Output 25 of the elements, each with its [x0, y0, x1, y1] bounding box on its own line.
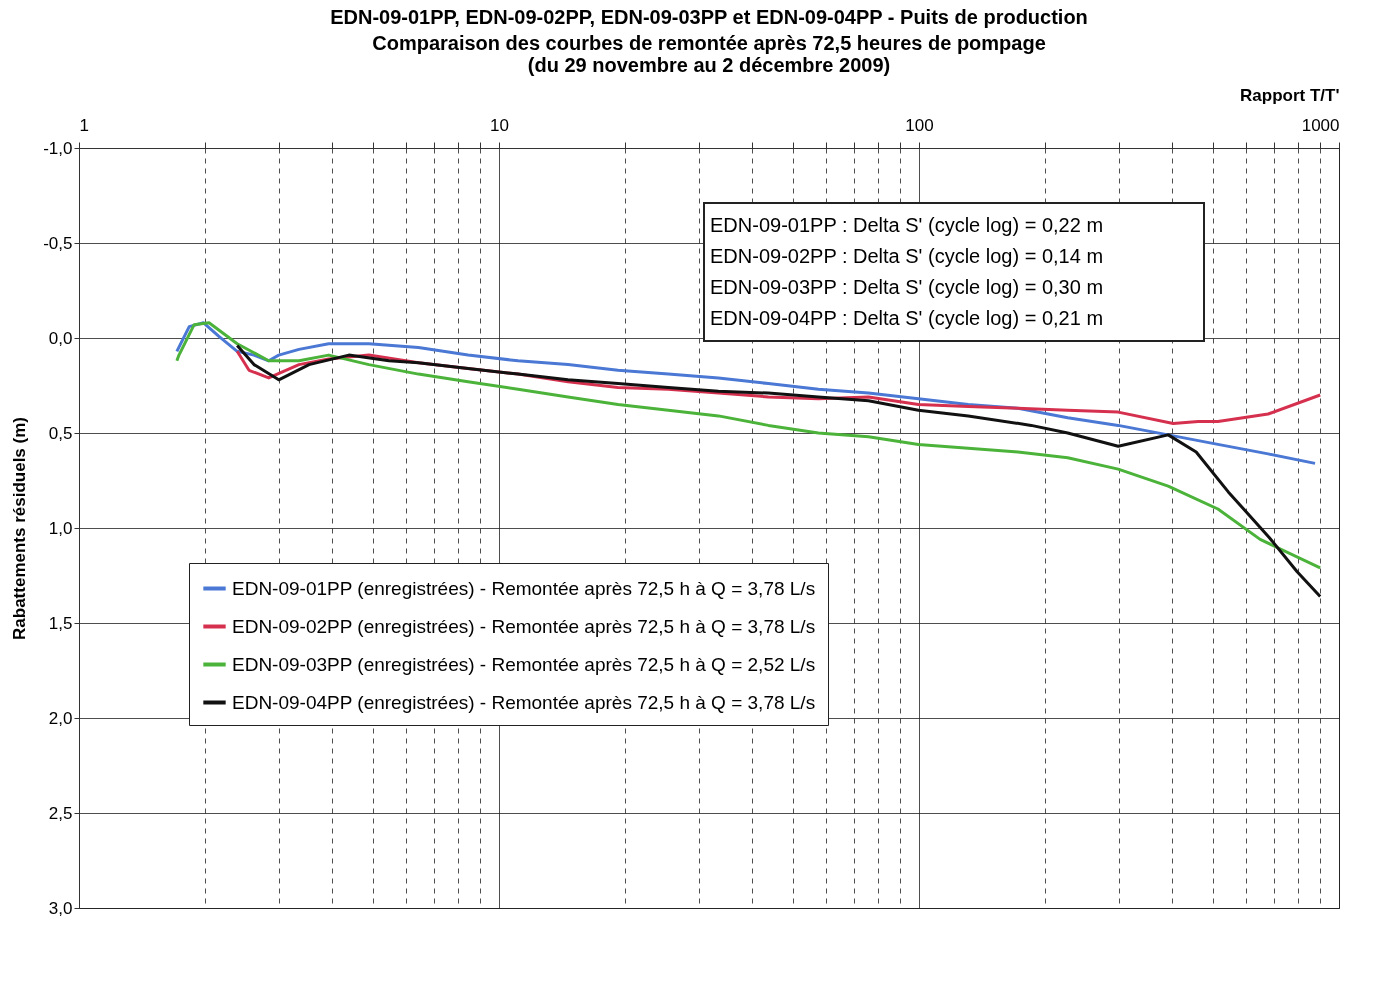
annotation: EDN-09-01PP : Delta S' (cycle log) = 0,22 m [710, 213, 1104, 236]
y-axis-title: Rabattements résiduels (m) [10, 417, 30, 640]
y-tick-label: 2,0 [48, 708, 73, 728]
legend-label: EDN-09-03PP (enregistrées) - Remontée après 72,5 h à Q = 2,52 L/s [232, 653, 816, 675]
legend-label: EDN-09-01PP (enregistrées) - Remontée après 72,5 h à Q = 3,78 L/s [232, 577, 816, 599]
legend-label: EDN-09-02PP (enregistrées) - Remontée après 72,5 h à Q = 3,78 L/s [232, 615, 816, 637]
y-tick-label: 3,0 [48, 898, 73, 918]
y-tick-label: 0,5 [48, 423, 73, 443]
x-tick-label: 10 [490, 115, 509, 135]
y-tick-label: 2,5 [48, 803, 73, 823]
x-tick-label: 1000 [1301, 115, 1340, 135]
y-tick-label: -0,5 [43, 233, 73, 253]
annotation: EDN-09-03PP : Delta S' (cycle log) = 0,30 m [710, 275, 1104, 298]
y-tick-label: 1,5 [48, 613, 73, 633]
y-tick-label: -1,0 [43, 138, 73, 158]
x-tick-label: 1 [79, 115, 89, 135]
annotation: EDN-09-02PP : Delta S' (cycle log) = 0,14 m [710, 244, 1104, 267]
x-axis-title: Rapport T/T' [1240, 85, 1340, 105]
chart-title: EDN-09-01PP, EDN-09-02PP, EDN-09-03PP et EDN-09-04PP - Puits de production [330, 6, 1088, 28]
x-tick-label: 100 [905, 115, 934, 135]
y-tick-label: 0,0 [48, 328, 73, 348]
legend-label: EDN-09-04PP (enregistrées) - Remontée après 72,5 h à Q = 3,78 L/s [232, 691, 816, 713]
y-tick-label: 1,0 [48, 518, 73, 538]
annotation: EDN-09-04PP : Delta S' (cycle log) = 0,21 m [710, 306, 1104, 329]
chart-subtitle: Comparaison des courbes de remontée après 72,5 heures de pompage (du 29 novembre au 2 décembre 2009) [372, 32, 1046, 76]
